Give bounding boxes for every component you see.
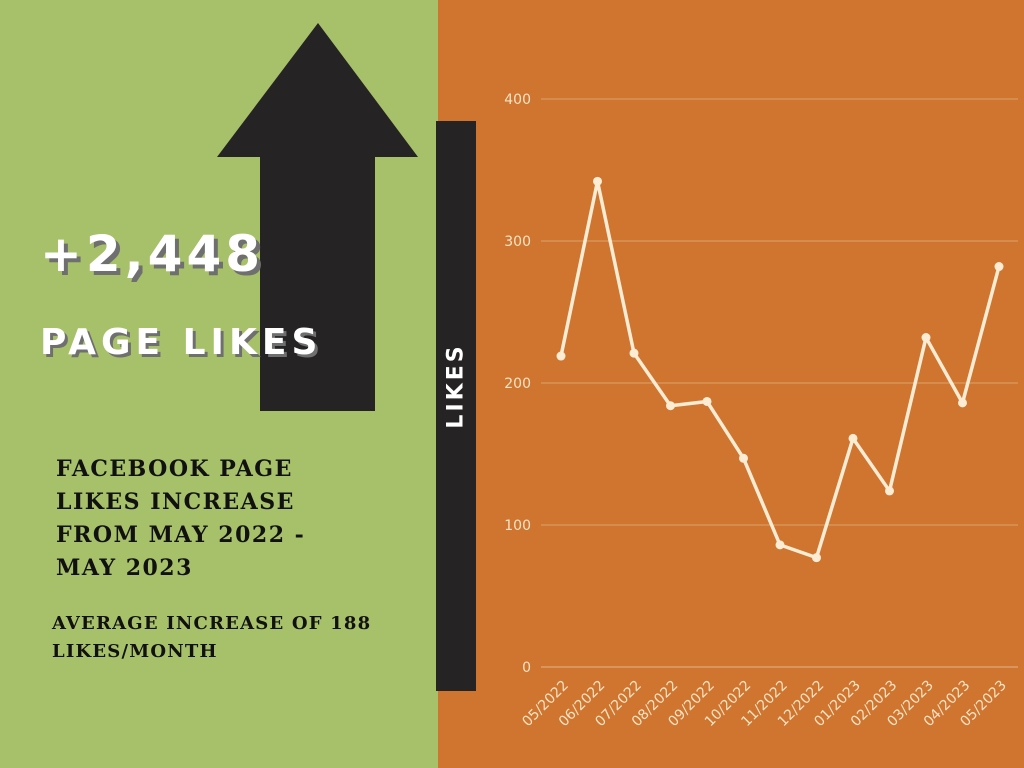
data-point xyxy=(775,540,785,550)
data-point xyxy=(556,351,566,361)
data-point xyxy=(702,396,712,406)
series-line xyxy=(559,179,1001,560)
headline-label: PAGE LIKES xyxy=(40,322,323,363)
description-text: FACEBOOK PAGE LIKES INCREASE FROM MAY 20… xyxy=(56,456,306,581)
right-panel xyxy=(438,0,1024,768)
up-arrow-icon xyxy=(217,23,418,411)
y-tick-label: 100 xyxy=(504,518,531,534)
y-tick-label: 300 xyxy=(504,234,531,250)
data-point xyxy=(958,398,967,408)
headline-number: +2,448 xyxy=(40,225,265,283)
average-text: AVERAGE INCREASE OF 188 LIKES/MONTH xyxy=(52,613,372,662)
ylabel-bar xyxy=(436,121,476,691)
data-point xyxy=(629,348,639,358)
data-point xyxy=(994,262,1004,272)
data-point xyxy=(666,401,675,411)
y-tick-label: 0 xyxy=(522,660,531,676)
data-point xyxy=(812,553,821,563)
data-point xyxy=(885,486,894,496)
data-point xyxy=(848,433,858,443)
data-point xyxy=(921,333,931,343)
y-tick-label: 400 xyxy=(504,92,531,108)
data-point xyxy=(739,453,748,463)
data-point xyxy=(593,176,602,186)
y-tick-label: 200 xyxy=(504,376,531,392)
